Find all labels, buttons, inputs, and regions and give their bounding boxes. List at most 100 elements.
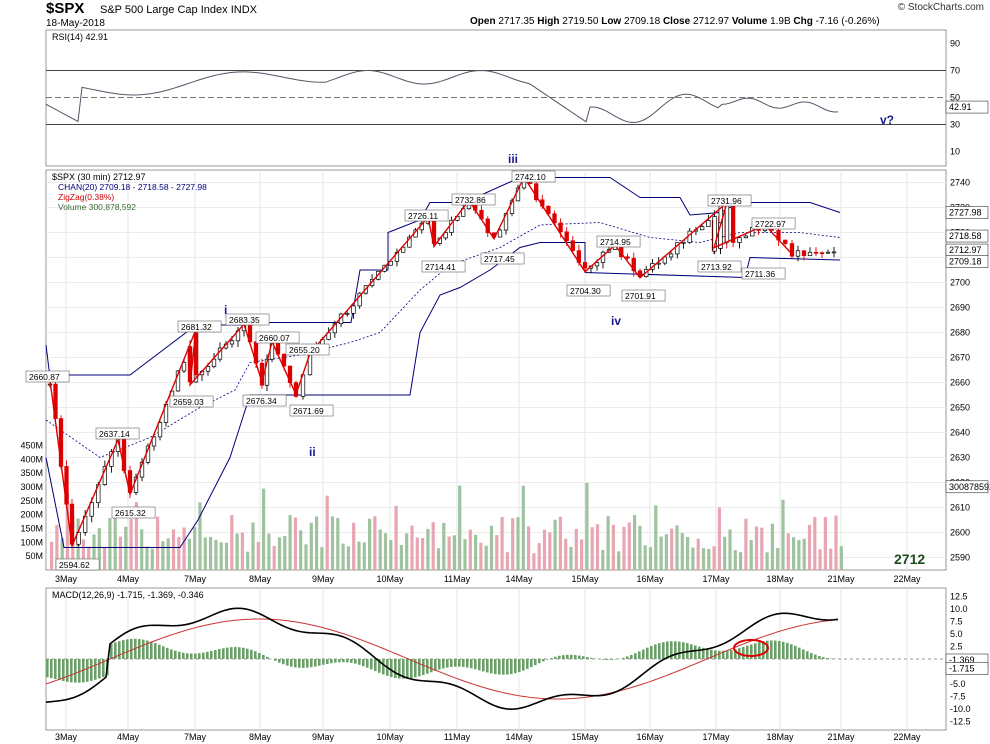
rsi-value-tag: 42.91	[949, 102, 972, 112]
volume-bar	[696, 538, 700, 570]
volume-bar	[182, 527, 186, 570]
volume-bar	[489, 525, 494, 570]
x-tick-label: 18May	[766, 574, 794, 584]
candle-body	[699, 226, 705, 231]
macd-histogram-bar	[226, 647, 229, 659]
volume-bar	[585, 482, 589, 570]
macd-histogram-bar	[762, 641, 765, 659]
macd-histogram-bar	[330, 659, 333, 664]
volume-bar	[171, 529, 176, 570]
volume-bar	[330, 516, 335, 570]
macd-histogram-bar	[190, 653, 193, 659]
macd-histogram-bar	[146, 640, 149, 659]
x-tick-label: 11May	[444, 574, 471, 584]
volume-tick-label: 250M	[20, 496, 43, 506]
candle-body	[570, 240, 575, 252]
macd-histogram-bar	[666, 641, 669, 659]
macd-histogram-bar	[178, 651, 181, 659]
macd-histogram-bar	[754, 643, 757, 659]
zigzag-labels: 2660.87 2594.62 2637.14 2615.32 2681.32 2659.…	[25, 170, 796, 571]
macd-histogram-bar	[282, 659, 285, 665]
macd-histogram-bar	[782, 641, 785, 659]
volume-bar	[230, 515, 234, 570]
volume-bar	[304, 544, 308, 570]
zigzag-label-box	[596, 235, 641, 248]
volume-bar	[431, 522, 435, 570]
macd-histogram-bar	[194, 653, 197, 659]
macd-histogram-bar	[122, 640, 125, 659]
macd-histogram-bar	[526, 659, 529, 669]
macd-histogram-bar	[82, 659, 85, 683]
macd-histogram-bar	[338, 659, 341, 663]
zigzag-label: 2655.20	[289, 345, 320, 355]
macd-histogram-bar	[662, 642, 665, 659]
macd-histogram-bar	[794, 645, 797, 659]
volume-tag: 300878592	[949, 482, 990, 492]
volume-tick-label: 200M	[20, 510, 43, 520]
volume-bar	[823, 517, 827, 570]
volume-bar	[267, 533, 271, 570]
volume-bar	[394, 505, 398, 570]
volume-bar	[701, 548, 706, 570]
macd-series	[45, 607, 841, 710]
macd-histogram-bar	[398, 659, 401, 679]
price-tick-label: 2650	[950, 403, 970, 413]
zigzag-label: 2615.32	[115, 508, 146, 518]
macd-histogram-bar	[334, 659, 337, 663]
x-tick-label: 9May	[312, 574, 335, 584]
macd-value-tag-box	[945, 662, 989, 675]
macd-histogram-bar	[346, 659, 349, 663]
volume-bar	[246, 551, 250, 570]
volume-bar	[638, 525, 642, 570]
macd-histogram-bar	[574, 655, 577, 659]
macd-histogram-bar	[110, 643, 113, 659]
volume-bar	[362, 542, 366, 570]
macd-histogram-bar	[498, 659, 501, 675]
macd-histogram-bar	[822, 657, 825, 659]
volume-bar	[378, 529, 382, 570]
macd-histogram-bar	[126, 639, 129, 659]
zigzag-label-box	[177, 320, 222, 333]
zigzag-label: 2717.45	[484, 254, 515, 264]
x-tick-label: 3May	[55, 574, 78, 584]
chart-header: $SPX S&P 500 Large Cap Index INDX 18-May…	[0, 0, 990, 30]
candle-body	[801, 250, 807, 257]
candle-body	[825, 251, 831, 254]
volume-bar	[410, 525, 414, 570]
macd-histogram-bar	[342, 659, 345, 663]
macd-histogram-bar	[454, 659, 457, 667]
macd-histogram-bar	[366, 659, 369, 668]
volume-bar	[140, 529, 144, 570]
volume-bar	[521, 485, 525, 570]
macd-histogram-bar	[554, 656, 557, 659]
macd-histogram-bar	[302, 659, 305, 668]
volume-bar	[802, 538, 806, 570]
volume-bar	[55, 524, 59, 570]
macd-histogram-bar	[298, 659, 301, 668]
zigzag-label-box	[255, 331, 300, 344]
macd-histogram-bar	[470, 659, 473, 669]
macd-histogram-bar	[494, 659, 497, 675]
macd-histogram-bar	[622, 657, 625, 659]
volume-bar	[813, 516, 817, 570]
price-tick-label: 2690	[950, 303, 970, 313]
volume-bar	[405, 533, 409, 570]
macd-histogram-bar	[230, 647, 233, 659]
macd-histogram-bar	[638, 651, 641, 659]
macd-histogram-bar	[370, 659, 373, 670]
candle-body	[795, 250, 801, 257]
volume-bar	[818, 549, 822, 570]
axes: 3May 3May 4May 4May 7May 7May 8May 8May 9May 9May…	[20, 39, 990, 743]
volume-bar	[569, 546, 573, 570]
volume-bar	[81, 539, 85, 570]
macd-histogram-bar	[310, 659, 313, 668]
macd-histogram-bar	[170, 649, 173, 659]
volume-tick-label: 100M	[20, 537, 43, 547]
macd-histogram-bar	[514, 659, 517, 674]
x-tick-label: 17May	[702, 574, 730, 584]
macd-histogram-bar	[434, 659, 437, 671]
rsi-tick-label: 10	[950, 147, 960, 157]
wave-ii: ii	[309, 445, 316, 459]
volume-bar	[421, 538, 425, 570]
volume-bar	[558, 516, 562, 570]
